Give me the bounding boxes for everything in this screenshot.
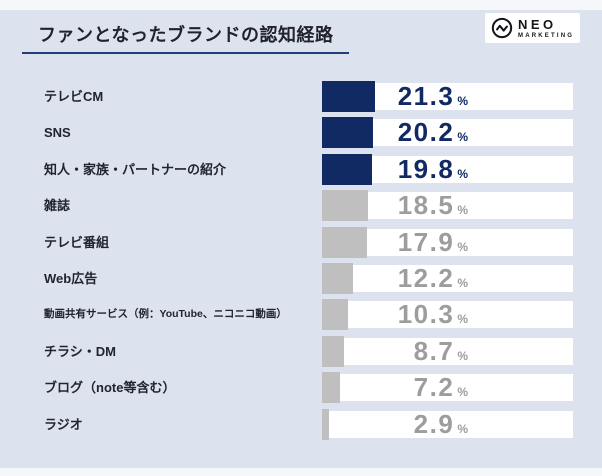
logo-brand-name: NEO [518,16,557,32]
value-number: 18.5 [397,190,455,221]
value-label: 7.2% [322,372,468,403]
chart-row: 雑誌 18.5% [0,190,602,222]
chart-row: SNS 20.2% [0,117,602,149]
category-label: ラジオ [44,416,83,432]
page-title: ファンとなったブランドの認知経路 [38,25,334,45]
chart-row: 知人・家族・パートナーの紹介 19.8% [0,153,602,185]
category-label: テレビCM [44,89,104,104]
value-number: 7.2 [413,372,455,403]
pulse-circle-icon [491,17,513,39]
category-label: SNS [44,125,71,141]
value-number: 19.8 [397,153,455,184]
chart-row: Web広告 12.2% [0,262,602,294]
neo-marketing-logo: NEO MARKETING [485,13,580,43]
logo-text: NEO MARKETING [518,18,574,39]
chart-row: チラシ・DM 8.7% [0,335,602,367]
bar [322,335,344,367]
chart-row: テレビ番組 17.9% [0,226,602,258]
value-number: 10.3 [397,299,455,330]
top-margin-strip [0,0,602,10]
logo-brand-sub: MARKETING [518,32,575,39]
bar-track [322,337,573,365]
bar-track [322,410,573,438]
value-unit: % [457,239,468,254]
value-label: 21.3% [322,81,468,112]
value-unit: % [457,312,468,327]
value-number: 20.2 [397,117,455,148]
value-number: 21.3 [397,81,455,111]
category-label: ブログ（note等含む） [44,380,176,396]
value-label: 17.9% [322,227,468,258]
bar [322,117,373,149]
value-label: 18.5% [322,190,468,221]
value-number: 8.7 [413,335,455,366]
value-number: 17.9 [397,226,455,257]
value-label: 12.2% [322,263,468,294]
chart-row: ブログ（note等含む） 7.2% [0,372,602,404]
value-label: 8.7% [322,336,468,367]
value-number: 12.2 [397,262,455,293]
bar [322,408,330,440]
value-label: 20.2% [322,117,468,148]
bar-track [322,374,573,402]
category-label: 雑誌 [44,198,71,214]
value-unit: % [457,166,468,181]
value-unit: % [457,348,468,363]
value-unit: % [457,94,468,108]
value-unit: % [457,385,468,400]
title-underline [22,52,349,54]
category-label: 動画共有サービス（例：YouTube、ニコニコ動画） [44,308,287,321]
chart-row: テレビCM 21.3% [0,81,602,112]
bar [322,226,367,258]
chart-rows: テレビCM 21.3% SNS 20.2% 知人・家族・パートナーの紹介 19.… [0,81,602,445]
bar [322,190,369,222]
bar-track [322,301,573,329]
category-label: 知人・家族・パートナーの紹介 [44,161,227,177]
bar [322,262,353,294]
value-label: 10.3% [322,299,468,330]
bar-track [322,264,573,292]
category-label: Web広告 [44,270,98,286]
chart-row: 動画共有サービス（例：YouTube、ニコニコ動画） 10.3% [0,299,602,331]
chart-row: ラジオ 2.9% [0,408,602,440]
bar [322,372,341,404]
value-label: 2.9% [322,409,468,440]
bottom-margin-strip [0,468,602,476]
value-unit: % [457,275,468,290]
category-label: チラシ・DM [44,343,116,359]
bar [322,81,376,112]
bar [322,299,348,331]
value-unit: % [457,130,468,145]
bar [322,153,372,185]
value-number: 2.9 [413,408,455,439]
category-label: テレビ番組 [44,234,110,250]
value-label: 19.8% [322,154,468,185]
value-unit: % [457,203,468,218]
value-unit: % [457,421,468,436]
